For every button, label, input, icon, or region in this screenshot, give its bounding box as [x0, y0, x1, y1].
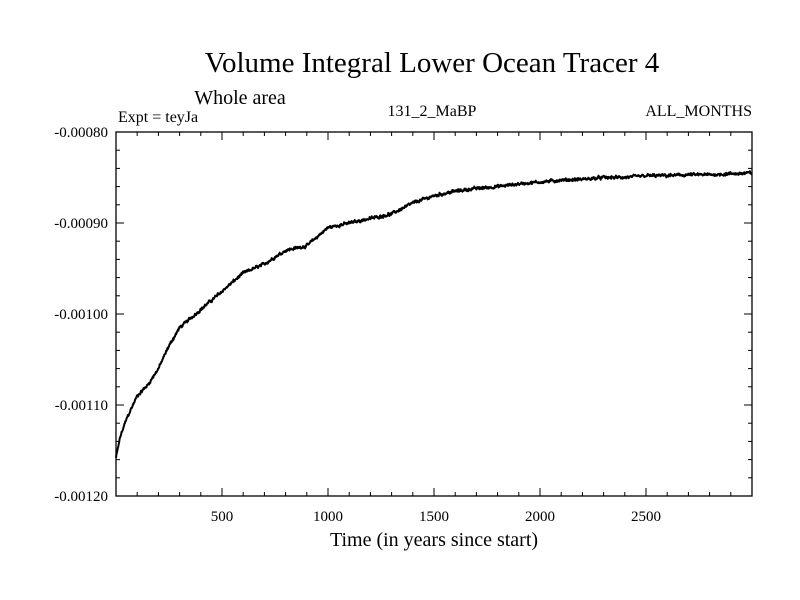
x-tick-label: 2500	[631, 509, 661, 525]
y-tick-label: -0.00100	[54, 307, 108, 323]
y-tick-label: -0.00080	[54, 125, 108, 141]
x-tick-label: 2000	[525, 509, 555, 525]
x-axis-label: Time (in years since start)	[330, 529, 538, 551]
run-label: 131_2_MaBP	[388, 103, 477, 120]
x-tick-label: 500	[211, 509, 234, 525]
months-label: ALL_MONTHS	[645, 103, 752, 120]
experiment-label: Expt = teyJa	[118, 109, 198, 126]
axis-ticks	[116, 132, 752, 496]
chart-title: Volume Integral Lower Ocean Tracer 4	[205, 47, 660, 79]
axis-tick-labels: 500 1000 1500 2000 2500 -0.00120 -0.00110 -0.00…	[54, 125, 661, 525]
chart-subtitle: Whole area	[194, 87, 286, 109]
y-tick-label: -0.00090	[54, 216, 108, 232]
y-tick-label: -0.00110	[55, 398, 108, 414]
series-line	[115, 170, 753, 459]
x-tick-label: 1500	[419, 509, 449, 525]
x-tick-label: 1000	[313, 509, 343, 525]
y-tick-label: -0.00120	[54, 489, 108, 505]
plot-frame	[115, 131, 753, 497]
